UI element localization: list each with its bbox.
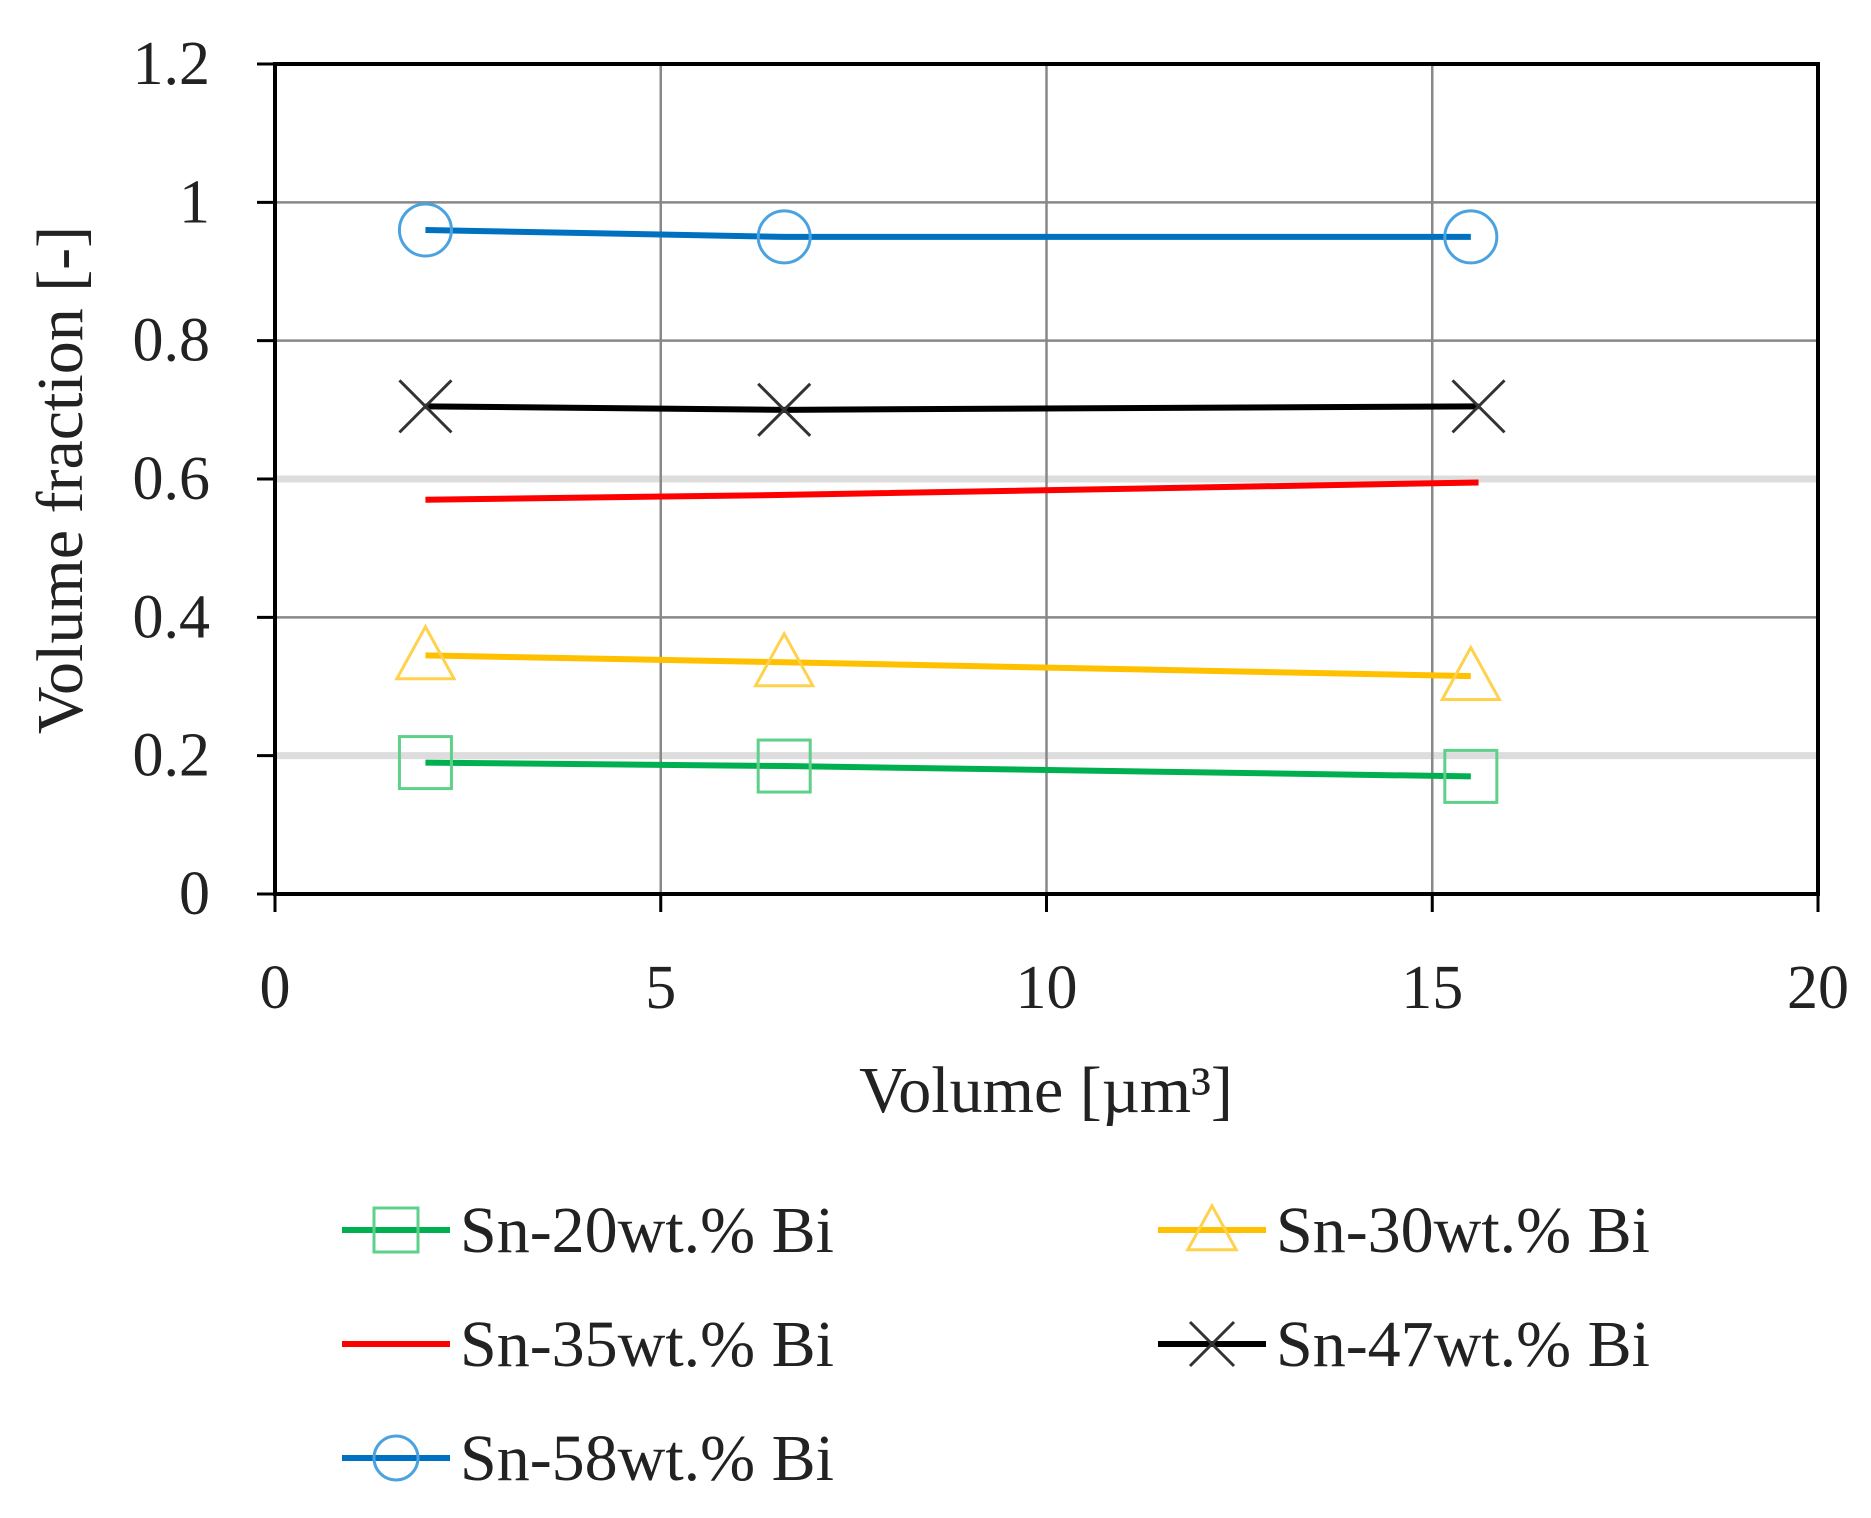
x-marker (398, 379, 453, 434)
square-marker (397, 735, 453, 791)
x-tick-label: 5 (645, 954, 676, 1022)
triangle-marker (1439, 644, 1502, 702)
tick-labels: 0 0.2 0.4 0.6 0.8 1 1.2 0 5 10 15 20 (133, 30, 1850, 1022)
series-line (425, 403, 1479, 413)
y-axis-title: Volume fraction [-] (24, 226, 97, 734)
triangle-marker (394, 623, 457, 681)
y-tick-label: 0.2 (133, 722, 211, 790)
series-line (425, 652, 1471, 680)
circle-marker (372, 1434, 420, 1482)
series-sn-30wt-bi (394, 623, 1502, 702)
y-tick-label: 0 (179, 860, 210, 928)
square-marker (1443, 748, 1499, 804)
x-marker (1451, 379, 1506, 434)
series-line (425, 227, 1471, 240)
series-sn-58wt-bi (397, 202, 1499, 265)
plot-frame (273, 62, 1820, 896)
legend-label: Sn-30wt.% Bi (1276, 1194, 1650, 1267)
y-tick-label: 1 (179, 168, 210, 236)
legend-item: Sn-30wt.% Bi (1158, 1194, 1650, 1267)
circle-marker (1443, 209, 1499, 265)
x-axis-title: Volume [µm³] (859, 1054, 1233, 1127)
x-tick-label: 15 (1401, 954, 1463, 1022)
triangle-marker (753, 630, 816, 688)
y-tick-label: 0.4 (133, 583, 211, 651)
square-marker (372, 1206, 420, 1254)
triangle-marker (1185, 1202, 1239, 1252)
x-tick-label: 20 (1787, 954, 1849, 1022)
series-sn-47wt-bi (398, 379, 1506, 437)
series-sn-20wt-bi (397, 735, 1499, 804)
series-group (394, 202, 1506, 804)
circle-marker (397, 202, 453, 258)
legend-label: Sn-20wt.% Bi (460, 1194, 834, 1267)
legend-item: Sn-20wt.% Bi (342, 1194, 834, 1267)
y-tick-label: 0.8 (133, 307, 211, 375)
x-marker (757, 382, 812, 437)
legend-item: Sn-47wt.% Bi (1158, 1308, 1650, 1381)
legend-item: Sn-35wt.% Bi (342, 1308, 834, 1381)
x-tick-label: 0 (260, 954, 291, 1022)
circle-marker (756, 209, 812, 265)
grid (257, 62, 1820, 912)
legend-item: Sn-58wt.% Bi (342, 1422, 834, 1495)
legend: Sn-20wt.% Bi Sn-30wt.% Bi Sn-35wt.% Bi Sn-4… (342, 1194, 1650, 1495)
square-marker (756, 738, 812, 794)
x-tick-label: 10 (1016, 954, 1078, 1022)
legend-label: Sn-58wt.% Bi (460, 1422, 834, 1495)
series-line (425, 479, 1479, 503)
series-line (425, 759, 1471, 780)
legend-label: Sn-47wt.% Bi (1276, 1308, 1650, 1381)
x-marker (1188, 1320, 1236, 1368)
y-tick-label: 0.6 (133, 445, 211, 513)
series-sn-35wt-bi (425, 479, 1479, 503)
y-tick-label: 1.2 (133, 30, 211, 98)
legend-label: Sn-35wt.% Bi (460, 1308, 834, 1381)
